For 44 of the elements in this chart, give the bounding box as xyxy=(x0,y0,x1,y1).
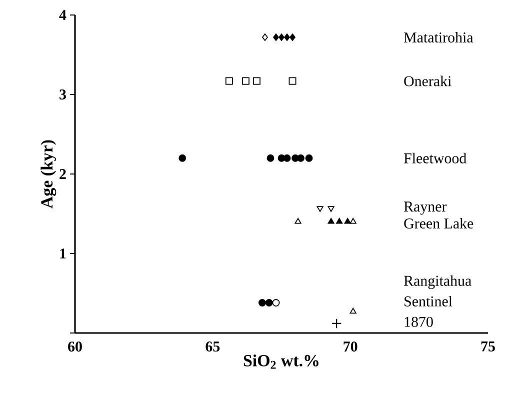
y-tick-label: 3 xyxy=(60,89,66,100)
point xyxy=(273,34,279,41)
point xyxy=(258,299,266,307)
y-tick-label: 4 xyxy=(59,10,66,20)
x-axis-title: SiO$_{2}$ wt.% xyxy=(244,354,318,369)
x-tick-label: 75 xyxy=(481,342,495,352)
annotation: Green Lake xyxy=(404,218,474,229)
point xyxy=(290,34,296,41)
point xyxy=(344,218,351,224)
point xyxy=(178,154,186,162)
point xyxy=(294,218,302,224)
point xyxy=(266,154,274,162)
annotation: 1870 xyxy=(404,316,433,327)
x-tick-label: 65 xyxy=(206,342,220,352)
point xyxy=(262,34,268,41)
annotation: Sentinel xyxy=(404,296,452,306)
point xyxy=(288,77,296,85)
point xyxy=(328,206,334,212)
point xyxy=(225,77,233,85)
point xyxy=(336,218,343,224)
annotation: Fleetwood xyxy=(404,152,466,164)
point xyxy=(284,34,290,41)
annotation: Rayner xyxy=(404,202,447,215)
point xyxy=(272,299,280,307)
x-tick-label: 60 xyxy=(68,342,82,352)
point xyxy=(350,218,356,224)
point xyxy=(305,154,313,162)
point xyxy=(283,154,291,162)
annotation: Rangitahua xyxy=(404,275,472,289)
y-tick-label: 2 xyxy=(60,169,66,179)
point xyxy=(297,154,305,162)
x-tick-label: 70 xyxy=(344,342,358,352)
point xyxy=(252,77,260,85)
point xyxy=(328,218,334,224)
point xyxy=(350,308,356,314)
y-tick-label: 1 xyxy=(60,248,66,258)
point xyxy=(278,34,284,41)
point xyxy=(265,299,273,307)
annotation: Matatirohia xyxy=(404,32,474,43)
annotation: Oneraki xyxy=(404,76,452,86)
point xyxy=(316,206,324,212)
point xyxy=(242,77,250,85)
point xyxy=(331,318,342,329)
y-axis-title: Age (kyr) xyxy=(40,140,56,208)
